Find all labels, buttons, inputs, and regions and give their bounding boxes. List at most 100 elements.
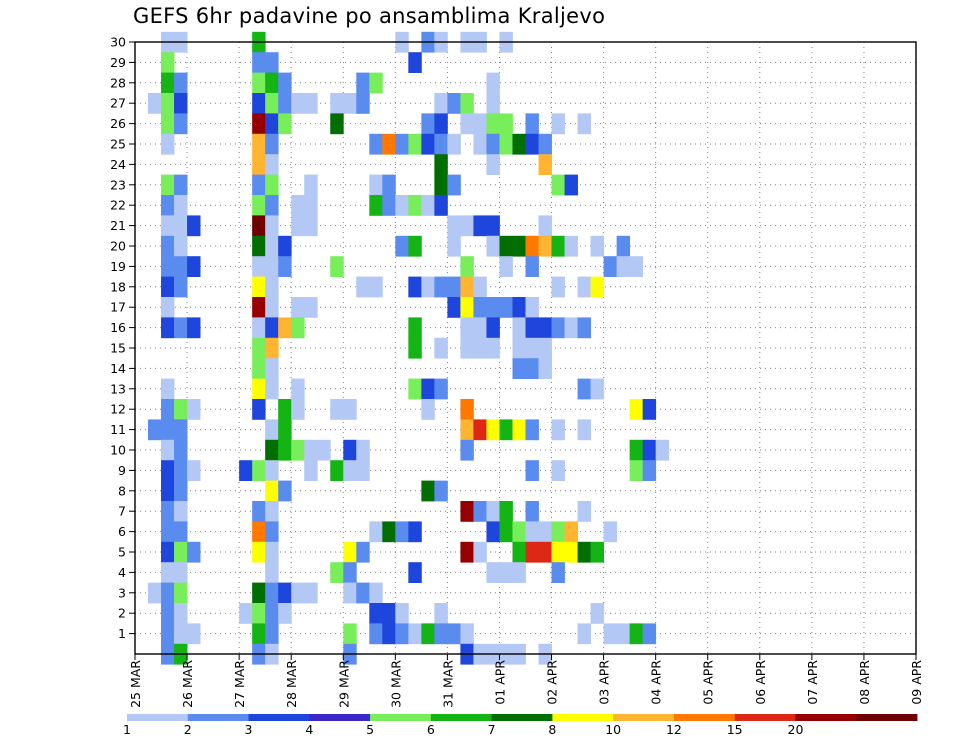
x-tick-label: 27 MAR	[232, 660, 247, 708]
heatmap-cell	[434, 113, 448, 135]
heatmap-cell	[538, 154, 552, 175]
heatmap-cell	[161, 195, 175, 216]
x-tick-label: 08 APR	[857, 660, 872, 705]
heatmap-cell	[343, 582, 357, 604]
heatmap-cell	[486, 215, 500, 237]
heatmap-cell	[304, 93, 318, 114]
heatmap-cell	[499, 419, 513, 441]
heatmap-cell	[252, 72, 266, 94]
heatmap-cell	[486, 419, 500, 441]
colorbar-label: 5	[366, 722, 374, 737]
heatmap-cell	[278, 72, 292, 94]
heatmap-cell	[148, 582, 162, 604]
heatmap-cell	[421, 276, 435, 298]
heatmap-cell	[590, 541, 604, 563]
heatmap-cell	[174, 419, 188, 441]
y-tick-label: 30	[110, 35, 126, 50]
y-tick-label: 17	[110, 300, 126, 315]
heatmap-cell	[291, 297, 305, 318]
colorbar-label: 6	[427, 722, 435, 737]
heatmap-cell	[421, 113, 435, 135]
heatmap-cell	[486, 562, 500, 583]
heatmap-cell	[174, 541, 188, 563]
heatmap-cell	[356, 72, 370, 94]
heatmap-cell	[278, 480, 292, 502]
x-tick-label: 29 MAR	[336, 660, 351, 708]
heatmap-cell	[343, 93, 357, 114]
heatmap-cell	[265, 72, 279, 94]
heatmap-cell	[161, 603, 175, 624]
y-tick-label: 7	[118, 504, 126, 519]
y-tick-label: 4	[118, 565, 126, 580]
heatmap-cell	[551, 460, 565, 481]
heatmap-cell	[525, 133, 539, 155]
heatmap-cell	[187, 399, 201, 420]
heatmap-cell	[252, 582, 266, 604]
heatmap-cell	[187, 541, 201, 563]
heatmap-cell	[603, 521, 618, 543]
heatmap-cell	[343, 541, 357, 563]
heatmap-cell	[525, 460, 539, 481]
heatmap-cell	[408, 276, 422, 298]
heatmap-cell	[460, 399, 474, 420]
heatmap-cell	[512, 419, 526, 441]
heatmap-cell	[187, 317, 201, 339]
y-tick-label: 11	[110, 422, 126, 437]
heatmap-cell	[434, 378, 448, 400]
heatmap-cell	[265, 174, 279, 196]
x-tick-label: 02 APR	[545, 660, 560, 705]
heatmap-cell	[174, 399, 188, 420]
heatmap-cell	[447, 174, 461, 196]
y-tick-label: 24	[110, 157, 126, 172]
y-tick-label: 5	[118, 545, 126, 560]
heatmap-cell	[538, 235, 552, 257]
heatmap-cell	[486, 154, 500, 175]
heatmap-cell	[447, 93, 461, 114]
heatmap-cell	[265, 603, 279, 624]
heatmap-cell	[174, 174, 188, 196]
colorbar-swatch	[734, 714, 796, 721]
y-tick-label: 16	[110, 320, 126, 335]
heatmap-cell	[252, 195, 266, 216]
heatmap-cell	[421, 195, 435, 216]
heatmap-cell	[343, 439, 357, 461]
heatmap-cell	[304, 297, 318, 318]
heatmap-cell	[460, 439, 474, 461]
heatmap-cell	[278, 439, 292, 461]
heatmap-cell	[551, 276, 565, 298]
y-tick-label: 29	[110, 55, 126, 70]
heatmap-cell	[486, 133, 500, 155]
x-tick-label: 09 APR	[909, 660, 924, 705]
y-tick-label: 2	[118, 606, 126, 621]
heatmap-cell	[239, 460, 253, 481]
colorbar-label: 15	[727, 722, 743, 737]
heatmap-cell	[252, 52, 266, 73]
heatmap-cell	[525, 256, 539, 277]
heatmap-cell	[161, 235, 175, 257]
heatmap-cell	[434, 480, 448, 502]
heatmap-cell	[265, 297, 279, 318]
heatmap-cell	[486, 337, 500, 359]
heatmap-cell	[408, 623, 422, 645]
heatmap-cell	[278, 582, 292, 604]
heatmap-cell	[265, 460, 279, 481]
heatmap-cell	[291, 439, 305, 461]
heatmap-cell	[551, 521, 565, 543]
heatmap-cell	[265, 480, 279, 502]
colorbar-swatch	[248, 714, 310, 721]
heatmap-cell	[395, 235, 409, 257]
heatmap-cell	[460, 501, 474, 522]
colorbar-label: 2	[184, 722, 192, 737]
heatmap-cell	[330, 460, 344, 481]
heatmap-cell	[265, 623, 279, 645]
colorbar-swatch	[795, 714, 857, 721]
heatmap-cell	[239, 603, 253, 624]
heatmap-cell	[174, 256, 188, 277]
heatmap-cell	[408, 52, 422, 73]
y-tick-label: 15	[110, 341, 126, 356]
heatmap-cell	[265, 256, 279, 277]
heatmap-cell	[369, 195, 383, 216]
x-tick-label: 28 MAR	[284, 660, 299, 708]
heatmap-cell	[538, 317, 552, 339]
